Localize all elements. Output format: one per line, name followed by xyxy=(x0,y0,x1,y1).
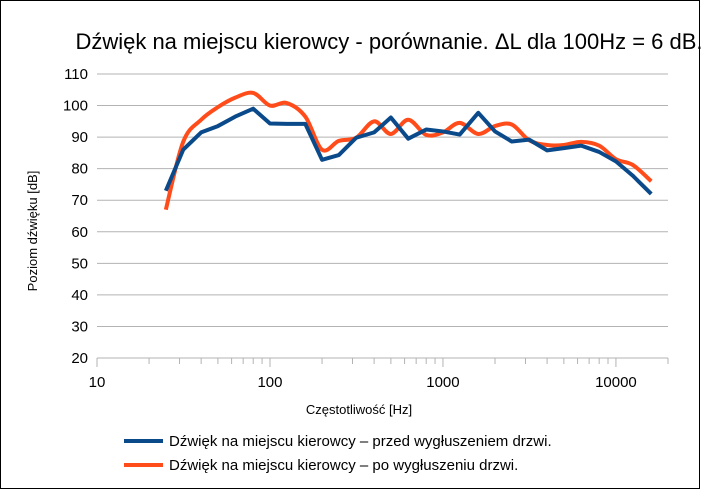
series-line-2 xyxy=(163,90,653,211)
y-tick-label: 50 xyxy=(71,255,88,272)
y-tick-label: 60 xyxy=(71,224,88,241)
series-line-1 xyxy=(163,106,653,196)
x-tick-label: 1000 xyxy=(426,374,459,391)
legend-label-series-2: Dźwięk na miejscu kierowcy – po wygłusze… xyxy=(169,457,518,474)
x-minor-ticks xyxy=(96,358,669,367)
y-tick-labels: 20 30 40 50 60 70 80 90 100 110 xyxy=(63,66,88,367)
grid-lines xyxy=(97,73,668,359)
plot-area xyxy=(96,73,669,367)
y-tick-label: 40 xyxy=(71,287,88,304)
legend: Dźwięk na miejscu kierowcy – przed wygłu… xyxy=(124,433,552,474)
plot-background xyxy=(97,74,668,358)
y-tick-label: 80 xyxy=(71,161,88,178)
y-tick-label: 90 xyxy=(71,129,88,146)
y-tick-label: 110 xyxy=(64,66,88,83)
y-tick-label: 100 xyxy=(63,98,88,115)
chart-title: Dźwięk na miejscu kierowcy - porównanie.… xyxy=(75,29,701,54)
x-tick-labels: 10 100 1000 10000 xyxy=(89,374,637,391)
series-lines xyxy=(163,90,653,211)
x-tick-label: 10 xyxy=(89,374,106,391)
y-tick-label: 30 xyxy=(71,318,88,335)
y-tick-label: 20 xyxy=(71,350,88,367)
y-tick-label: 70 xyxy=(71,192,88,209)
x-tick-label: 100 xyxy=(257,374,282,391)
x-axis-title: Częstotliwość [Hz] xyxy=(306,402,412,417)
legend-label-series-1: Dźwięk na miejscu kierowcy – przed wygłu… xyxy=(169,433,552,450)
y-axis-title: Poziom dźwięku [dB] xyxy=(25,171,40,292)
x-tick-label: 10000 xyxy=(595,374,637,391)
